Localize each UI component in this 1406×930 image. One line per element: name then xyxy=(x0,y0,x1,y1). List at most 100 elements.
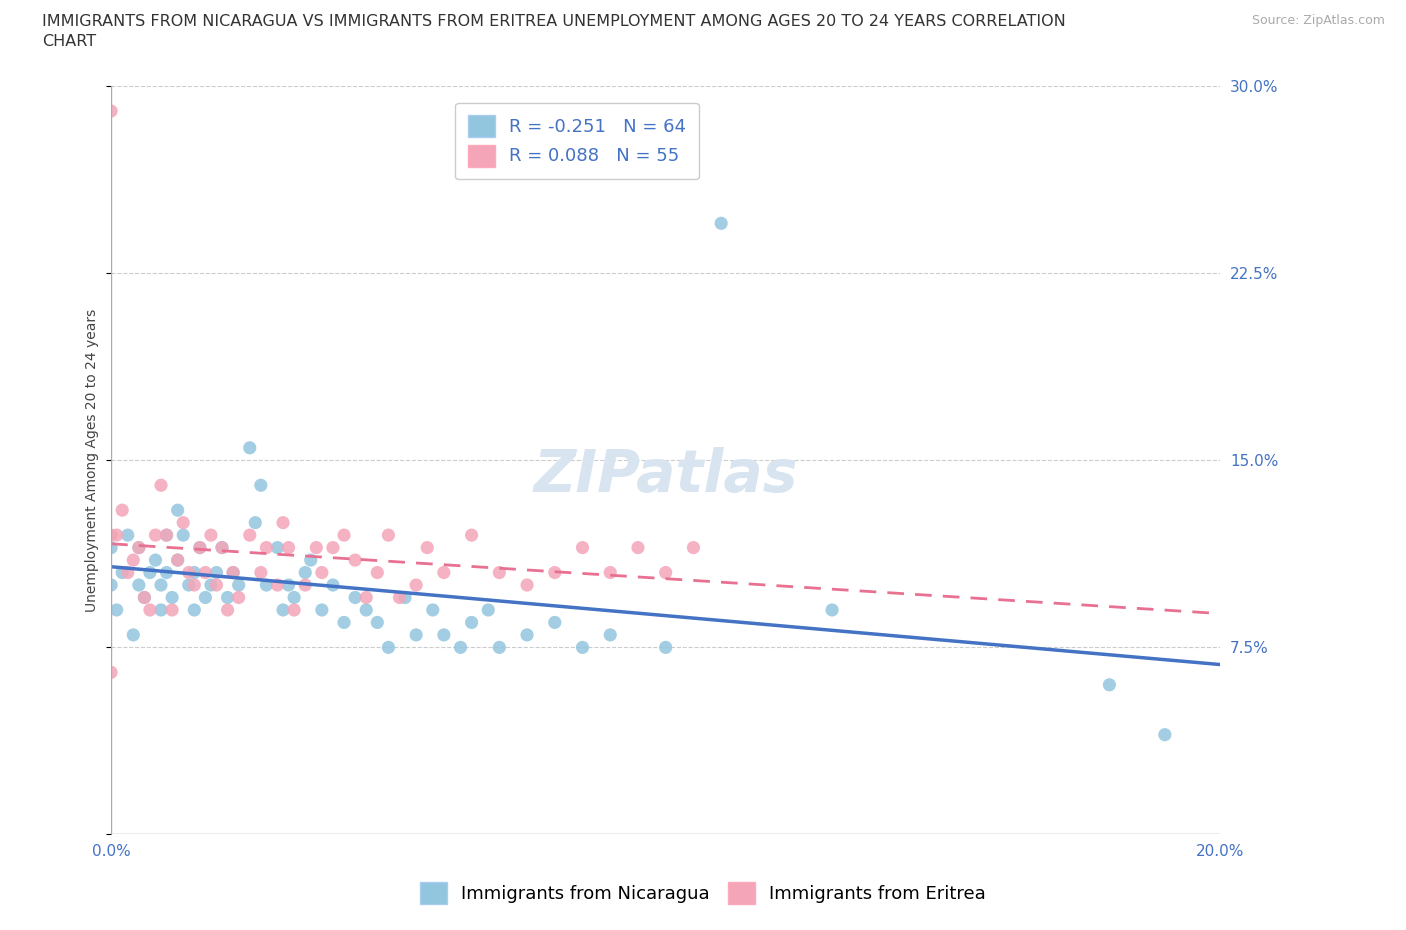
Point xyxy=(654,640,676,655)
Point xyxy=(294,578,316,592)
Point xyxy=(477,603,499,618)
Point xyxy=(305,540,328,555)
Point xyxy=(388,590,411,604)
Point xyxy=(177,565,200,580)
Point xyxy=(105,603,128,618)
Point xyxy=(222,565,245,580)
Point xyxy=(516,578,538,592)
Point xyxy=(571,640,593,655)
Point xyxy=(405,628,427,643)
Point xyxy=(254,578,277,592)
Point xyxy=(150,478,173,493)
Point xyxy=(145,527,167,542)
Point xyxy=(271,515,294,530)
Point xyxy=(266,540,288,555)
Point xyxy=(139,603,162,618)
Point xyxy=(183,565,205,580)
Point xyxy=(111,503,134,518)
Point xyxy=(294,565,316,580)
Point xyxy=(366,615,388,630)
Point xyxy=(122,628,145,643)
Point xyxy=(166,503,188,518)
Point xyxy=(194,565,217,580)
Point xyxy=(821,603,844,618)
Point xyxy=(160,590,183,604)
Point xyxy=(433,628,456,643)
Point xyxy=(322,540,344,555)
Point xyxy=(205,578,228,592)
Point xyxy=(599,628,621,643)
Text: CHART: CHART xyxy=(42,34,96,49)
Point xyxy=(354,590,377,604)
Point xyxy=(155,527,177,542)
Point xyxy=(117,527,139,542)
Point xyxy=(111,565,134,580)
Point xyxy=(134,590,156,604)
Point xyxy=(183,578,205,592)
Point xyxy=(100,527,122,542)
Point xyxy=(172,515,194,530)
Point xyxy=(460,615,482,630)
Text: IMMIGRANTS FROM NICARAGUA VS IMMIGRANTS FROM ERITREA UNEMPLOYMENT AMONG AGES 20 : IMMIGRANTS FROM NICARAGUA VS IMMIGRANTS … xyxy=(42,14,1066,29)
Point xyxy=(100,103,122,118)
Point xyxy=(394,590,416,604)
Point xyxy=(333,527,356,542)
Point xyxy=(239,441,262,456)
Point xyxy=(155,565,177,580)
Point xyxy=(211,540,233,555)
Point xyxy=(405,578,427,592)
Point xyxy=(488,565,510,580)
Point xyxy=(299,552,322,567)
Point xyxy=(544,615,567,630)
Point xyxy=(433,565,456,580)
Point xyxy=(377,640,399,655)
Point xyxy=(217,590,239,604)
Point xyxy=(194,590,217,604)
Point xyxy=(250,565,273,580)
Point xyxy=(128,540,150,555)
Point xyxy=(277,540,299,555)
Point xyxy=(166,552,188,567)
Point xyxy=(228,590,250,604)
Point xyxy=(516,628,538,643)
Point xyxy=(217,603,239,618)
Point xyxy=(100,540,122,555)
Point xyxy=(200,578,222,592)
Point xyxy=(134,590,156,604)
Point xyxy=(166,552,188,567)
Point xyxy=(271,603,294,618)
Legend: R = -0.251   N = 64, R = 0.088   N = 55: R = -0.251 N = 64, R = 0.088 N = 55 xyxy=(456,102,699,179)
Point xyxy=(228,578,250,592)
Point xyxy=(682,540,704,555)
Point xyxy=(311,603,333,618)
Point xyxy=(599,565,621,580)
Point xyxy=(266,578,288,592)
Point xyxy=(200,527,222,542)
Point xyxy=(139,565,162,580)
Point xyxy=(145,552,167,567)
Point xyxy=(422,603,444,618)
Point xyxy=(1098,677,1121,692)
Point xyxy=(283,603,305,618)
Point xyxy=(150,603,173,618)
Y-axis label: Unemployment Among Ages 20 to 24 years: Unemployment Among Ages 20 to 24 years xyxy=(86,309,100,612)
Point xyxy=(177,578,200,592)
Point xyxy=(211,540,233,555)
Text: Source: ZipAtlas.com: Source: ZipAtlas.com xyxy=(1251,14,1385,27)
Point xyxy=(183,603,205,618)
Point xyxy=(377,527,399,542)
Point xyxy=(105,527,128,542)
Point xyxy=(544,565,567,580)
Point xyxy=(333,615,356,630)
Point xyxy=(188,540,211,555)
Text: ZIPatlas: ZIPatlas xyxy=(533,446,799,504)
Point xyxy=(117,565,139,580)
Point xyxy=(277,578,299,592)
Point xyxy=(354,603,377,618)
Point xyxy=(283,590,305,604)
Point xyxy=(627,540,650,555)
Point xyxy=(239,527,262,542)
Point xyxy=(160,603,183,618)
Point xyxy=(188,540,211,555)
Point xyxy=(222,565,245,580)
